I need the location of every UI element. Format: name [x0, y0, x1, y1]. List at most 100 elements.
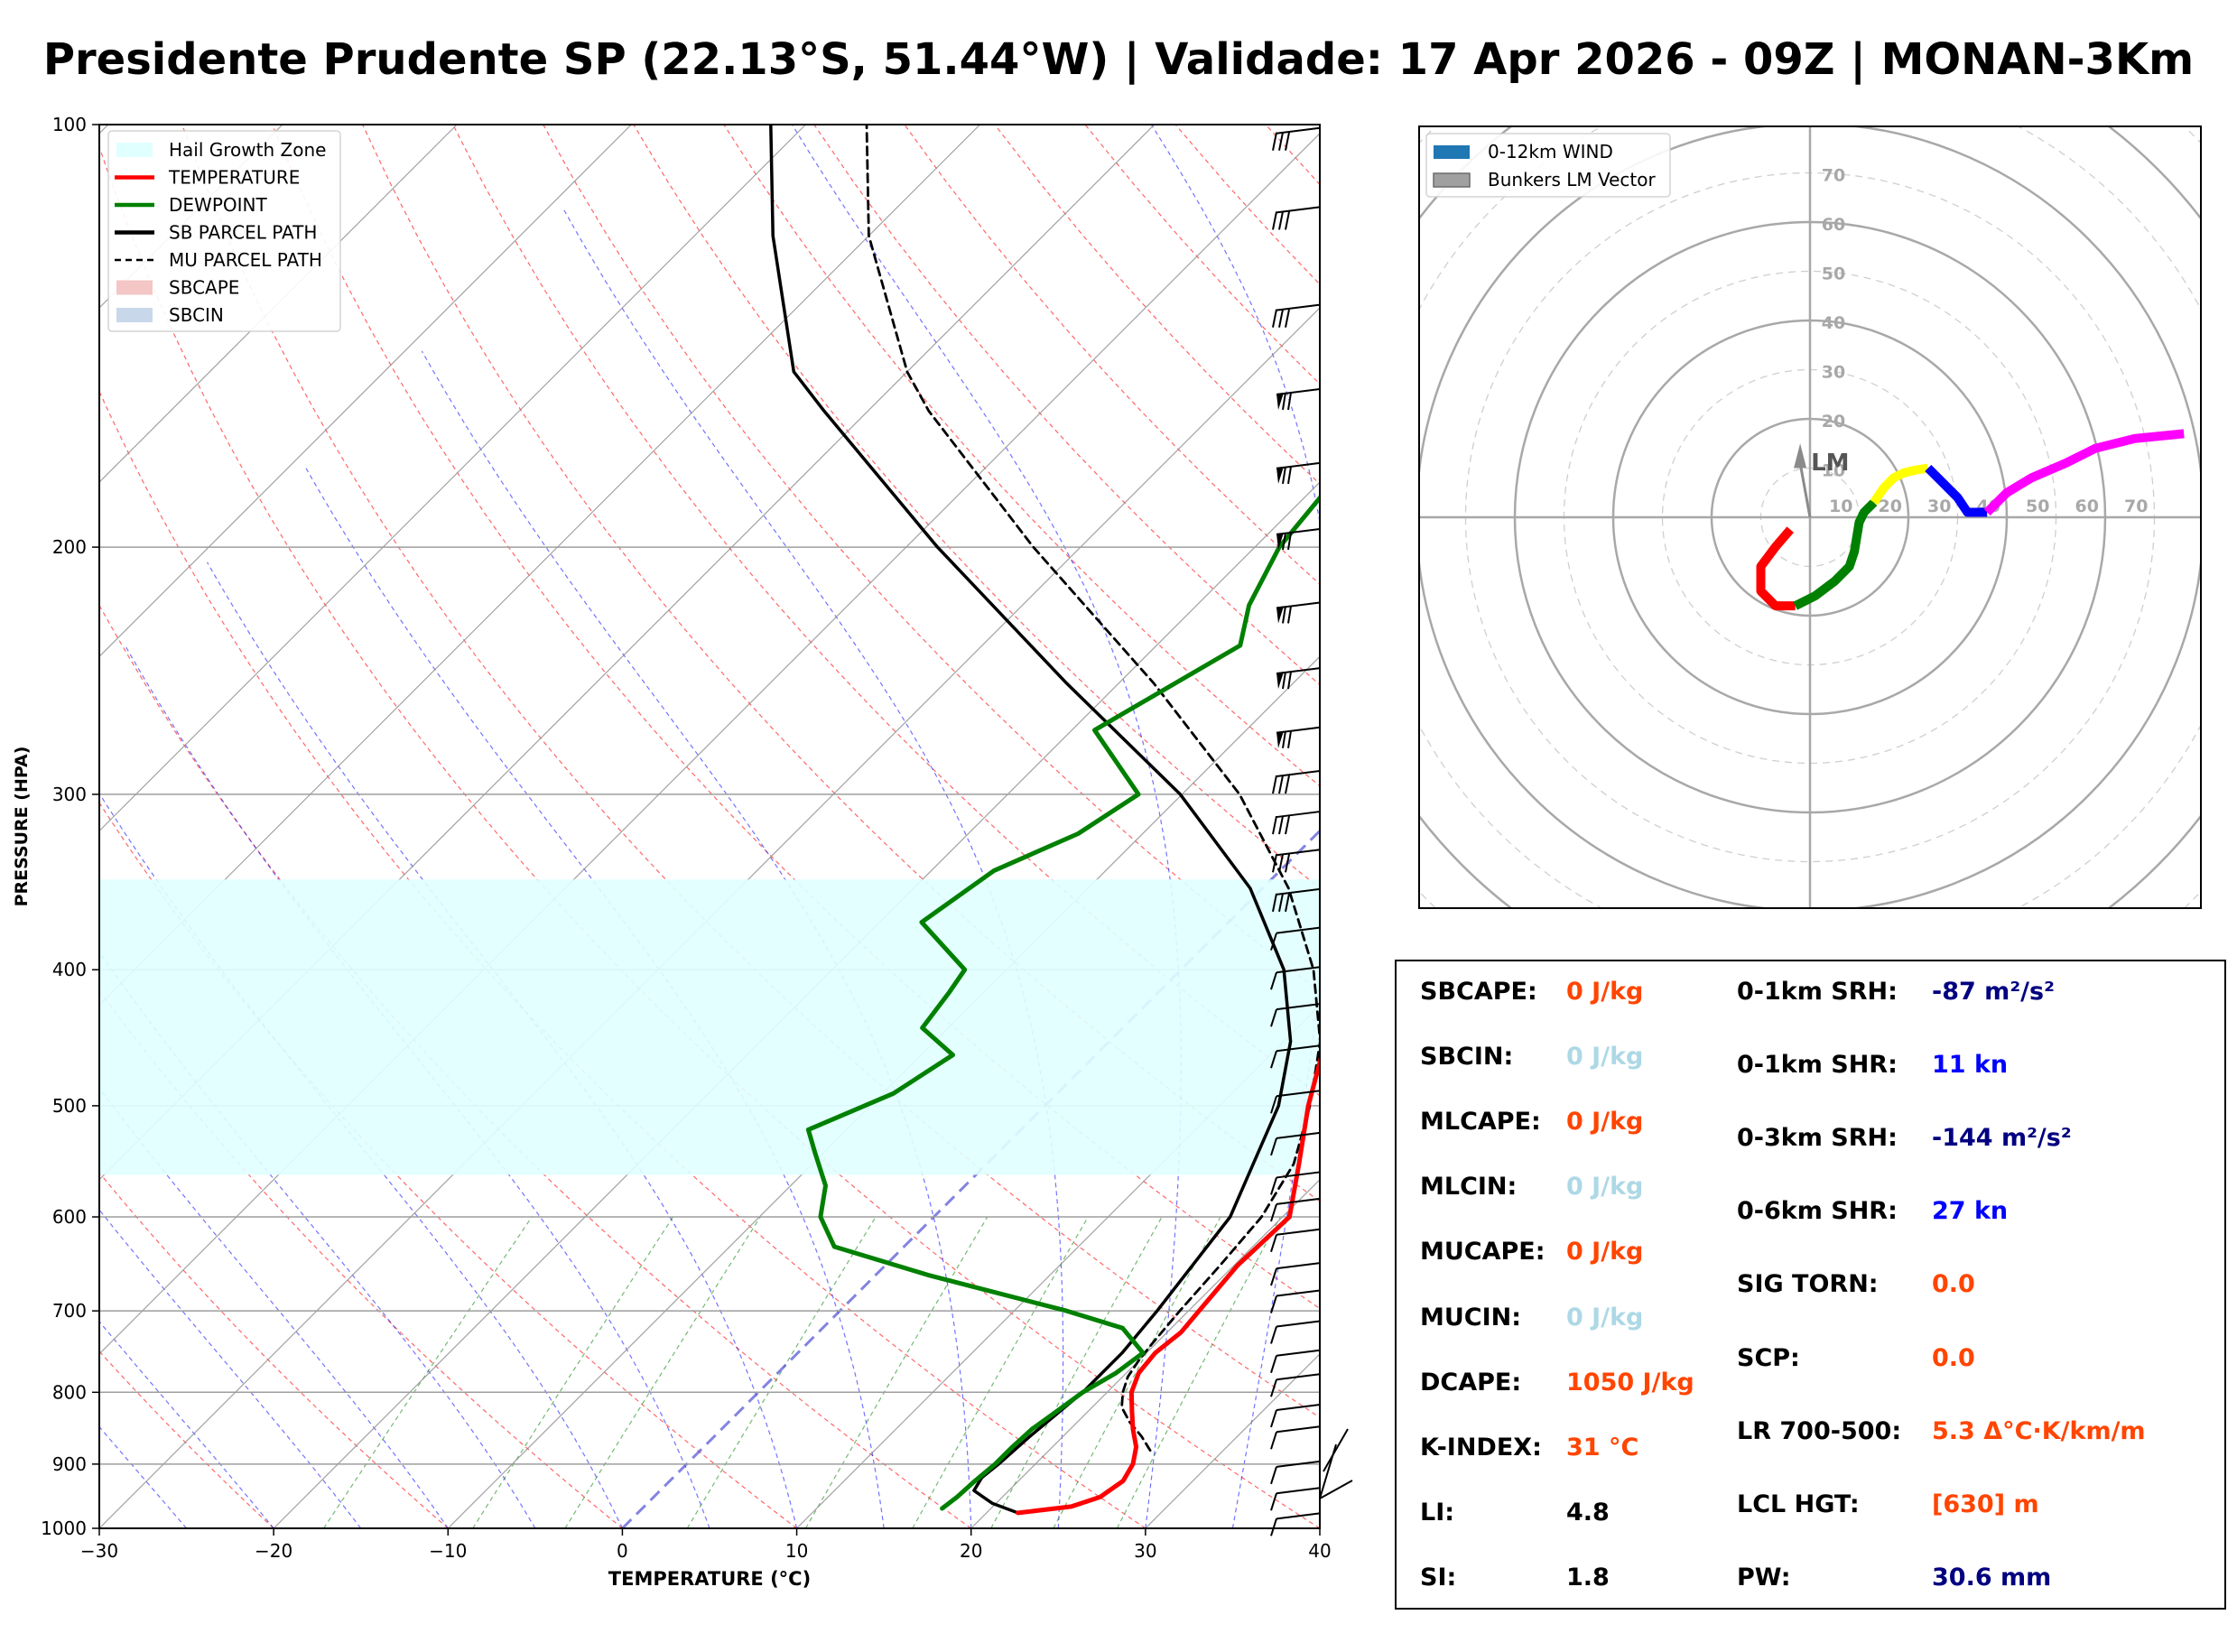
- wind-barb-staff: [1276, 849, 1321, 857]
- wind-barb-flag: [1285, 775, 1290, 794]
- x-tick-label: 10: [785, 1540, 808, 1562]
- wind-barb-staff: [1276, 1460, 1321, 1468]
- isotherm-line: [970, 1178, 1320, 1528]
- legend-label-3: SB PARCEL PATH: [169, 222, 317, 244]
- wind-barb-flag: [1278, 815, 1284, 835]
- hodograph-segment-0: [1756, 526, 1796, 611]
- legend-swatch-6: [116, 308, 153, 322]
- mixing-ratio-line: [472, 1216, 674, 1528]
- param-label: PW:: [1737, 1563, 1791, 1592]
- wind-barb-staff: [1276, 601, 1321, 609]
- wind-barb: [1270, 1003, 1321, 1027]
- param-value: -87 m²/s²: [1932, 978, 2055, 1006]
- hodo-ring-label-y: 30: [1822, 363, 1845, 383]
- wind-barb: [1272, 770, 1321, 794]
- param-label: DCAPE:: [1420, 1368, 1522, 1397]
- param-label: 0-3km SRH:: [1737, 1124, 1898, 1153]
- wind-barb-staff: [1276, 1403, 1321, 1411]
- wind-barb-flag: [1282, 606, 1286, 624]
- param-value: 0 J/kg: [1566, 1173, 1644, 1202]
- wind-barb: [1270, 966, 1321, 990]
- wind-barb-flag: [1287, 730, 1292, 748]
- wind-barb: [1270, 1262, 1321, 1286]
- moist-adiabat-line: [99, 1425, 188, 1528]
- wind-barb-staff: [1276, 1228, 1321, 1236]
- x-tick-label: 20: [960, 1540, 982, 1562]
- hodo-legend-label-0: 0-12km WIND: [1488, 141, 1613, 162]
- wind-barb-flag: [1270, 1203, 1277, 1222]
- wind-barb-pennant: [1276, 672, 1284, 690]
- wind-barb-flag: [1278, 211, 1284, 230]
- legend-swatch-5: [116, 280, 153, 295]
- param-value: 0 J/kg: [1566, 1303, 1644, 1332]
- wind-barb-staff: [1276, 966, 1321, 974]
- wind-barb-pennant: [1276, 392, 1284, 410]
- wind-barb-staff: [1276, 926, 1321, 934]
- param-value: 1.8: [1566, 1563, 1610, 1592]
- wind-barb-flag: [1272, 815, 1277, 835]
- hodo-ring-label-y: 60: [1822, 215, 1845, 235]
- wind-barb-flag: [1282, 466, 1286, 485]
- wind-barb-flag: [1272, 132, 1277, 151]
- hodo-ring-label-x: 70: [2124, 497, 2148, 516]
- isotherm-line: [99, 125, 980, 1007]
- moist-adiabat-line: [99, 1209, 362, 1528]
- wind-barb-staff: [1276, 1373, 1321, 1381]
- param-label: 0-1km SHR:: [1737, 1051, 1898, 1080]
- wind-barb-staff: [1276, 206, 1321, 214]
- wind-barb-flag: [1282, 671, 1286, 690]
- param-label: SIG TORN:: [1737, 1270, 1879, 1299]
- y-tick-label: 300: [52, 784, 87, 805]
- y-tick-label: 100: [52, 114, 87, 135]
- param-value: 30.6 mm: [1932, 1563, 2052, 1592]
- hodo-ring-label-y: 50: [1822, 265, 1845, 284]
- legend-swatch-0: [116, 143, 153, 157]
- wind-barb-flag: [1270, 1008, 1277, 1027]
- hodo-ring-label-x: 50: [2026, 497, 2049, 516]
- y-tick-label: 800: [52, 1381, 87, 1403]
- isotherm-line: [99, 133, 1320, 1355]
- wind-barb-flag: [1287, 466, 1292, 485]
- wind-barb-flag: [1270, 1378, 1277, 1397]
- wind-barb-staff: [1276, 811, 1321, 819]
- wind-barb-staff: [1276, 1090, 1321, 1098]
- skewt-legend: Hail Growth Zone TEMPERATURE DEWPOINT SB PA…: [107, 130, 341, 332]
- param-value: 0.0: [1932, 1270, 1975, 1299]
- wind-barb-flag: [1270, 933, 1277, 951]
- moist-adiabat-line: [421, 350, 972, 1528]
- dry-adiabat-line: [452, 125, 1320, 1097]
- hodo-legend: 0-12km WIND Bunkers LM Vector: [1425, 133, 1671, 198]
- wind-barb-flag: [1272, 309, 1277, 328]
- y-tick-label: 900: [52, 1453, 87, 1475]
- hodo-ring-label-y: 70: [1822, 166, 1845, 186]
- wind-barb-flag: [1285, 309, 1290, 328]
- dewpoint-line: [805, 494, 1320, 1511]
- isotherm-line: [99, 125, 806, 832]
- param-label: LCL HGT:: [1737, 1490, 1860, 1518]
- wind-barb: [1276, 461, 1321, 485]
- wind-barb: [1276, 528, 1321, 551]
- dry-adiabat-line: [99, 1350, 274, 1528]
- moist-adiabat-line: [99, 1087, 449, 1528]
- wind-barb-flag: [1270, 1355, 1277, 1374]
- wind-barb-flag: [1270, 1492, 1277, 1511]
- y-tick-label: 1000: [41, 1517, 87, 1539]
- param-value: [630] m: [1932, 1490, 2039, 1518]
- hodo-ring-label-y: 20: [1822, 412, 1845, 432]
- wind-barb-staff: [1276, 1171, 1321, 1179]
- param-value: 0 J/kg: [1566, 1108, 1644, 1137]
- isotherm-line: [99, 307, 1320, 1528]
- wind-barb-flag: [1270, 1466, 1277, 1485]
- wind-barb-staff: [1323, 1428, 1349, 1472]
- wind-barb-flag: [1272, 775, 1277, 794]
- hodo-legend-label-1: Bunkers LM Vector: [1488, 169, 1657, 190]
- skewt-plot-area: [99, 125, 1320, 1528]
- wind-barb-flag: [1278, 893, 1284, 913]
- wind-barb: [1276, 387, 1321, 411]
- wind-barb: [1272, 811, 1321, 835]
- wind-barb: [1270, 1373, 1321, 1397]
- param-label: MLCIN:: [1420, 1173, 1518, 1202]
- x-tick-label: −30: [80, 1540, 118, 1562]
- legend-label-1: TEMPERATURE: [168, 167, 300, 189]
